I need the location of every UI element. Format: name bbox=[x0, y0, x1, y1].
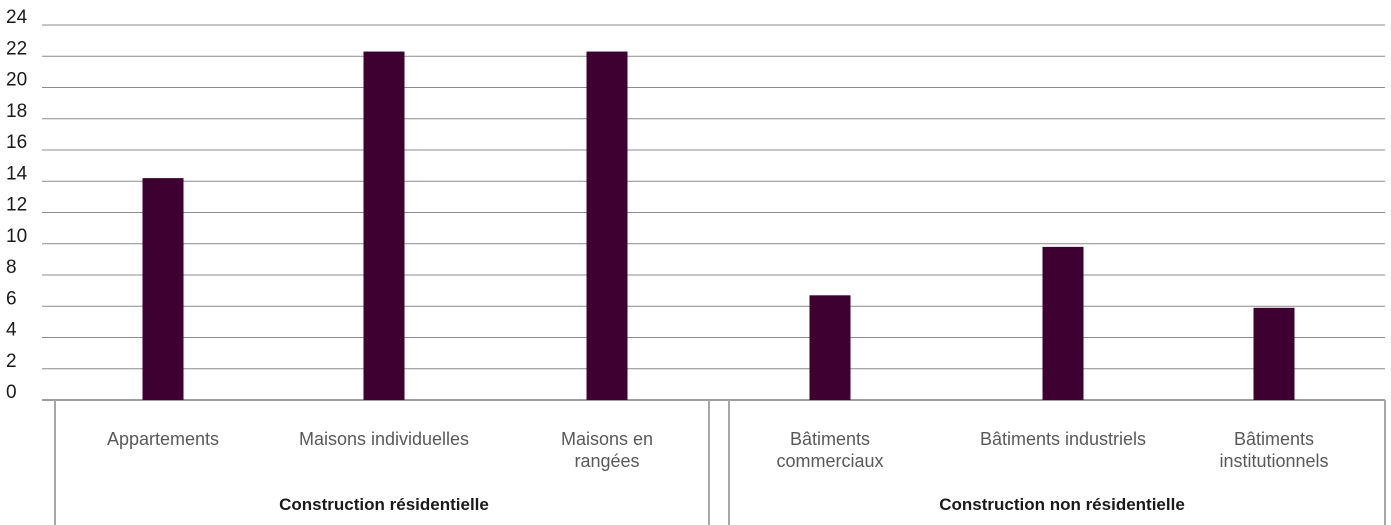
group-label: Construction résidentielle bbox=[279, 495, 489, 514]
y-tick-label: 24 bbox=[6, 7, 28, 28]
category-label: Bâtiments institutionnels bbox=[1219, 429, 1328, 471]
bar bbox=[1042, 246, 1084, 400]
y-tick-label: 6 bbox=[6, 288, 17, 309]
group-label: Construction non résidentielle bbox=[939, 495, 1185, 514]
y-tick-label: 8 bbox=[6, 257, 17, 278]
y-tick-label: 2 bbox=[6, 351, 17, 372]
y-tick-label: 0 bbox=[6, 382, 17, 403]
bar bbox=[586, 51, 628, 400]
bar bbox=[809, 295, 851, 400]
bar bbox=[142, 178, 184, 400]
category-label: Maisons en rangées bbox=[561, 429, 653, 471]
y-tick-label: 10 bbox=[6, 226, 27, 247]
y-tick-label: 4 bbox=[6, 320, 17, 341]
y-tick-label: 14 bbox=[6, 163, 28, 184]
category-label: Bâtiments industriels bbox=[980, 429, 1146, 449]
category-label: Appartements bbox=[107, 429, 219, 449]
category-label: Maisons individuelles bbox=[299, 429, 469, 449]
category-label: Bâtiments commerciaux bbox=[776, 429, 883, 471]
y-tick-label: 12 bbox=[6, 195, 27, 216]
y-tick-label: 22 bbox=[6, 38, 27, 59]
y-tick-label: 18 bbox=[6, 101, 27, 122]
y-tick-label: 20 bbox=[6, 70, 27, 91]
bar bbox=[1253, 307, 1295, 400]
y-tick-label: 16 bbox=[6, 132, 27, 153]
bar bbox=[363, 51, 405, 400]
